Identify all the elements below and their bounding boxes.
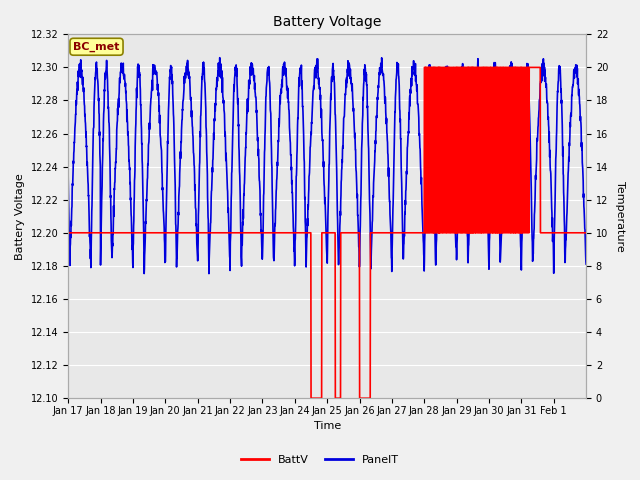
- Text: BC_met: BC_met: [74, 42, 120, 52]
- Legend: BattV, PanelT: BattV, PanelT: [237, 451, 403, 469]
- Title: Battery Voltage: Battery Voltage: [273, 15, 381, 29]
- Y-axis label: Temperature: Temperature: [615, 181, 625, 252]
- X-axis label: Time: Time: [314, 421, 340, 432]
- Y-axis label: Battery Voltage: Battery Voltage: [15, 173, 25, 260]
